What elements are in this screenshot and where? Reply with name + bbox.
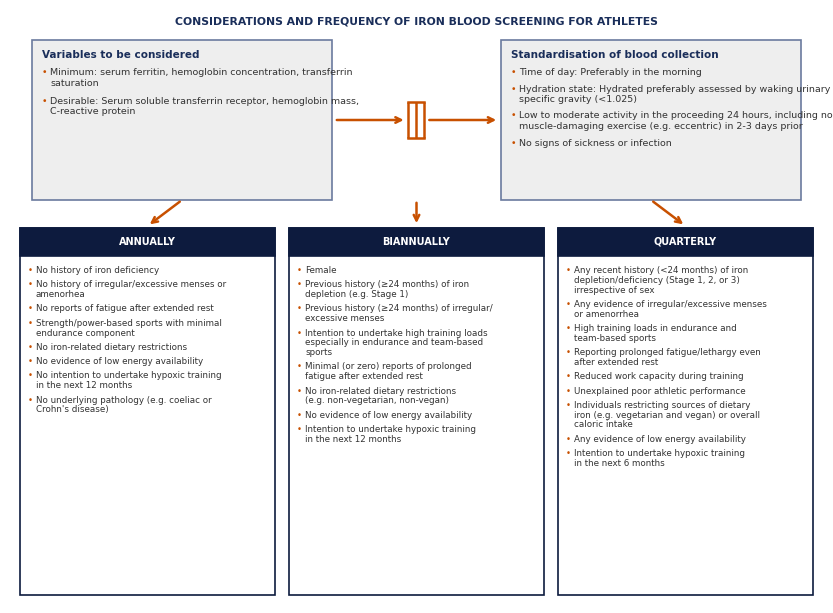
Text: QUARTERLY: QUARTERLY [654,237,717,247]
Text: Reporting prolonged fatigue/lethargy even: Reporting prolonged fatigue/lethargy eve… [574,348,761,357]
Text: •: • [297,387,302,395]
Text: •: • [28,305,33,313]
Text: •: • [297,305,302,313]
Text: Intention to undertake high training loads: Intention to undertake high training loa… [305,329,487,338]
Text: •: • [566,348,571,357]
Text: •: • [566,449,571,458]
Text: •: • [297,280,302,289]
FancyBboxPatch shape [558,228,813,256]
Text: •: • [42,68,47,77]
Text: •: • [28,395,33,405]
Text: •: • [28,280,33,289]
Text: •: • [28,266,33,275]
Text: ANNUALLY: ANNUALLY [119,237,176,247]
Text: No iron-related dietary restrictions: No iron-related dietary restrictions [36,343,187,352]
Text: Time of day: Preferably in the morning: Time of day: Preferably in the morning [519,68,701,77]
FancyBboxPatch shape [32,40,332,200]
Text: in the next 6 months: in the next 6 months [574,459,665,468]
Text: No intention to undertake hypoxic training: No intention to undertake hypoxic traini… [36,371,222,381]
Text: •: • [566,387,571,395]
Text: No history of iron deficiency: No history of iron deficiency [36,266,159,275]
Text: team-based sports: team-based sports [574,334,656,343]
Text: (e.g. non-vegetarian, non-vegan): (e.g. non-vegetarian, non-vegan) [305,396,449,405]
Text: iron (e.g. vegetarian and vegan) or overall: iron (e.g. vegetarian and vegan) or over… [574,411,760,420]
Text: in the next 12 months: in the next 12 months [36,381,132,390]
Text: irrespective of sex: irrespective of sex [574,286,655,295]
Text: muscle-damaging exercise (e.g. eccentric) in 2-3 days prior: muscle-damaging exercise (e.g. eccentric… [519,122,803,131]
Text: No evidence of low energy availability: No evidence of low energy availability [305,411,472,420]
Text: Crohn's disease): Crohn's disease) [36,405,109,414]
Text: sports: sports [305,348,332,357]
Text: •: • [566,300,571,309]
Text: Female: Female [305,266,337,275]
Text: depletion/deficiency (Stage 1, 2, or 3): depletion/deficiency (Stage 1, 2, or 3) [574,276,740,285]
Text: Low to moderate activity in the proceeding 24 hours, including no: Low to moderate activity in the proceedi… [519,112,833,121]
Text: •: • [28,319,33,328]
Text: •: • [42,97,47,106]
Text: •: • [566,324,571,333]
Text: Previous history (≥24 months) of iron: Previous history (≥24 months) of iron [305,280,469,289]
Text: Desirable: Serum soluble transferrin receptor, hemoglobin mass,: Desirable: Serum soluble transferrin rec… [50,97,359,106]
Text: •: • [511,139,516,148]
Text: after extended rest: after extended rest [574,358,658,367]
Text: •: • [297,411,302,420]
Text: or amenorrhea: or amenorrhea [574,310,639,319]
Text: Minimum: serum ferritin, hemoglobin concentration, transferrin: Minimum: serum ferritin, hemoglobin conc… [50,68,352,77]
Text: Variables to be considered: Variables to be considered [42,50,199,60]
Text: saturation: saturation [50,78,98,88]
Text: Any recent history (<24 months) of iron: Any recent history (<24 months) of iron [574,266,748,275]
Text: •: • [511,85,516,94]
Text: High training loads in endurance and: High training loads in endurance and [574,324,736,333]
FancyBboxPatch shape [20,228,275,595]
FancyBboxPatch shape [20,228,275,256]
FancyBboxPatch shape [501,40,801,200]
Text: •: • [297,425,302,434]
Text: •: • [28,343,33,352]
Text: Hydration state: Hydrated preferably assessed by waking urinary: Hydration state: Hydrated preferably ass… [519,85,831,94]
Text: •: • [511,68,516,77]
Text: Previous history (≥24 months) of irregular/: Previous history (≥24 months) of irregul… [305,305,493,313]
Text: •: • [566,435,571,444]
Text: BIANNUALLY: BIANNUALLY [382,237,451,247]
Text: •: • [28,357,33,366]
Text: Reduced work capacity during training: Reduced work capacity during training [574,372,744,381]
Text: caloric intake: caloric intake [574,421,633,429]
Text: depletion (e.g. Stage 1): depletion (e.g. Stage 1) [305,290,408,299]
Text: •: • [566,266,571,275]
Text: excessive menses: excessive menses [305,314,384,323]
Text: No underlying pathology (e.g. coeliac or: No underlying pathology (e.g. coeliac or [36,395,212,405]
Text: endurance component: endurance component [36,329,135,338]
Text: Any evidence of irregular/excessive menses: Any evidence of irregular/excessive mens… [574,300,767,309]
Text: No history of irregular/excessive menses or: No history of irregular/excessive menses… [36,280,227,289]
Text: amenorhea: amenorhea [36,290,86,299]
Text: •: • [566,401,571,410]
Text: CONSIDERATIONS AND FREQUENCY OF IRON BLOOD SCREENING FOR ATHLETES: CONSIDERATIONS AND FREQUENCY OF IRON BLO… [175,16,658,26]
Text: fatigue after extended rest: fatigue after extended rest [305,372,423,381]
Text: Strength/power-based sports with minimal: Strength/power-based sports with minimal [36,319,222,328]
Text: in the next 12 months: in the next 12 months [305,435,402,444]
Text: •: • [511,112,516,121]
FancyBboxPatch shape [289,228,544,256]
Text: Intention to undertake hypoxic training: Intention to undertake hypoxic training [305,425,476,434]
Text: Minimal (or zero) reports of prolonged: Minimal (or zero) reports of prolonged [305,362,471,371]
Text: especially in endurance and team-based: especially in endurance and team-based [305,338,483,348]
Text: Intention to undertake hypoxic training: Intention to undertake hypoxic training [574,449,745,458]
Text: •: • [566,372,571,381]
Text: C-reactive protein: C-reactive protein [50,107,136,116]
Text: Standardisation of blood collection: Standardisation of blood collection [511,50,719,60]
Text: Any evidence of low energy availability: Any evidence of low energy availability [574,435,746,444]
Text: No reports of fatigue after extended rest: No reports of fatigue after extended res… [36,305,214,313]
Text: No signs of sickness or infection: No signs of sickness or infection [519,139,671,148]
Text: No iron-related dietary restrictions: No iron-related dietary restrictions [305,387,456,395]
FancyBboxPatch shape [289,228,544,595]
Text: •: • [297,329,302,338]
Text: specific gravity (<1.025): specific gravity (<1.025) [519,95,637,104]
Text: •: • [297,362,302,371]
Text: Unexplained poor athletic performance: Unexplained poor athletic performance [574,387,746,395]
FancyBboxPatch shape [558,228,813,595]
Text: Individuals restricting sources of dietary: Individuals restricting sources of dieta… [574,401,751,410]
Text: No evidence of low energy availability: No evidence of low energy availability [36,357,203,366]
Text: •: • [28,371,33,381]
Text: •: • [297,266,302,275]
